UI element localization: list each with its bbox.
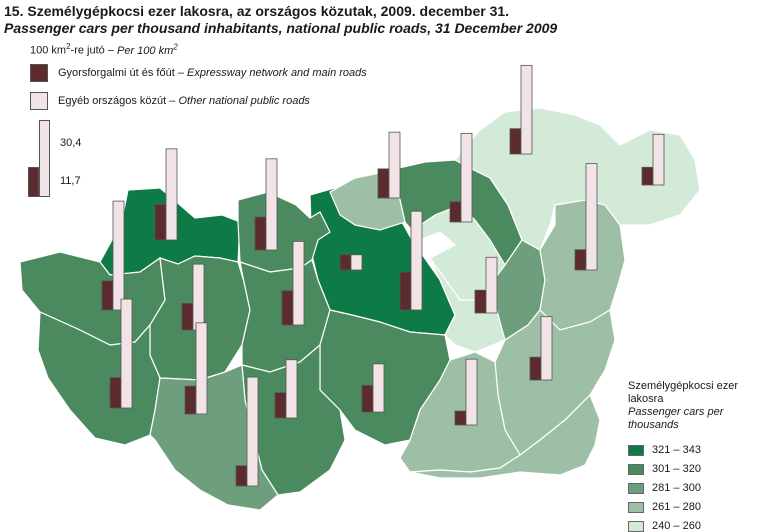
choropleth-class-label: 240 – 260 [652, 520, 701, 532]
choropleth-class-label: 321 – 343 [652, 444, 701, 456]
main-road-bar [509, 128, 522, 155]
legend-main-road-swatch [30, 64, 48, 82]
other-road-bar [460, 132, 473, 223]
main-road-bar [184, 385, 197, 415]
main-road-bar [641, 166, 654, 186]
choropleth-swatch [628, 463, 644, 475]
choropleth-swatch [628, 520, 644, 532]
main-road-bar [339, 254, 352, 271]
choropleth-legend-item: 261 – 280 [628, 501, 701, 513]
main-road-bar [377, 168, 390, 199]
main-road-bar [274, 392, 287, 419]
county-region [409, 393, 601, 479]
choropleth-swatch [628, 444, 644, 456]
other-road-bar [112, 200, 125, 311]
legend-other-road-label: Egyéb országos közút – Other national pu… [58, 95, 310, 107]
other-road-bar [520, 64, 533, 155]
choropleth-legend-item: 281 – 300 [628, 482, 701, 494]
map-title-hu: 15. Személygépkocsi ezer lakosra, az ors… [4, 3, 510, 19]
scale-value-main: 11,7 [60, 175, 81, 187]
bar-unit-label: 100 km2-re jutó – Per 100 km2 [30, 42, 178, 57]
other-road-bar [192, 263, 205, 331]
main-road-bar [109, 377, 122, 409]
other-road-bar [585, 163, 598, 271]
other-road-bar [465, 358, 478, 426]
other-road-bar [485, 256, 498, 314]
choropleth-class-label: 301 – 320 [652, 463, 701, 475]
choropleth-legend-item: 240 – 260 [628, 520, 701, 532]
scale-value-other: 30,4 [60, 137, 82, 149]
main-road-bar [101, 280, 114, 311]
choropleth-class-label: 261 – 280 [652, 501, 701, 513]
other-road-bar [372, 363, 385, 413]
main-road-bar [454, 410, 467, 426]
choropleth-swatch [628, 501, 644, 513]
other-road-bar [350, 254, 363, 271]
choropleth-legend-item: 301 – 320 [628, 463, 701, 475]
main-road-bar [474, 289, 487, 314]
main-road-bar [254, 216, 267, 251]
main-road-bar [181, 303, 194, 331]
other-road-bar [285, 359, 298, 419]
legend-other-road-swatch [30, 92, 48, 110]
main-road-bar [529, 356, 542, 381]
main-road-bar [449, 201, 462, 223]
map-title-en: Passenger cars per thousand inhabitants,… [4, 20, 558, 36]
other-road-bar [195, 322, 208, 415]
main-road-bar [574, 249, 587, 271]
scale-bar-other [39, 120, 50, 197]
main-road-bar [281, 290, 294, 326]
main-road-bar [154, 204, 167, 241]
legend-main-road-label: Gyorsforgalmi út és főút – Expressway ne… [58, 67, 367, 79]
other-road-bar [388, 131, 401, 199]
main-road-bar [235, 465, 248, 487]
choropleth-swatch [628, 482, 644, 494]
other-road-bar [120, 298, 133, 409]
other-road-bar [540, 316, 553, 381]
choropleth-legend-title: Személygépkocsi ezer lakosra Passenger c… [628, 380, 739, 431]
choropleth-legend-item: 321 – 343 [628, 444, 701, 456]
other-road-bar [165, 148, 178, 241]
choropleth-class-label: 281 – 300 [652, 482, 701, 494]
main-road-bar [361, 385, 374, 413]
scale-bar-main [28, 167, 39, 197]
other-road-bar [246, 376, 259, 487]
other-road-bar [652, 133, 665, 186]
other-road-bar [265, 158, 278, 251]
main-road-bar [399, 271, 412, 311]
other-road-bar [292, 241, 305, 326]
other-road-bar [410, 210, 423, 311]
county-region [429, 257, 506, 353]
